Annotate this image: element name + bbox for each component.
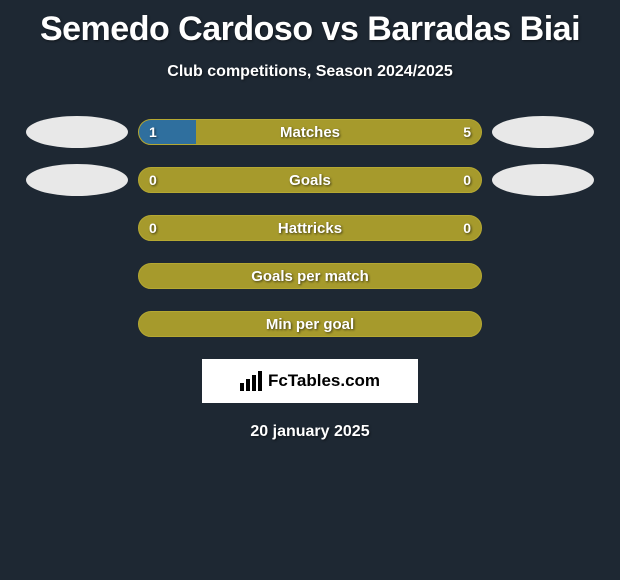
date-label: 20 january 2025 — [0, 423, 620, 441]
page-title: Semedo Cardoso vs Barradas Biai — [0, 0, 620, 49]
stat-bar: Hattricks0 0 — [138, 215, 482, 241]
player-right-ellipse — [492, 116, 594, 148]
stat-row: Min per goal — [0, 311, 620, 337]
stat-value-right: 0 — [463, 216, 471, 240]
stat-row: Hattricks0 0 — [0, 215, 620, 241]
player-left-photo-slot — [22, 216, 132, 240]
stat-bar: Min per goal — [138, 311, 482, 337]
stat-row: Matches15 — [0, 119, 620, 145]
player-right-photo-slot — [488, 216, 598, 240]
player-left-photo-slot — [22, 120, 132, 144]
stat-row: Goals0 0 — [0, 167, 620, 193]
stat-label: Goals per match — [139, 264, 481, 288]
stat-bar: Matches15 — [138, 119, 482, 145]
player-right-ellipse — [492, 164, 594, 196]
player-right-photo-slot — [488, 168, 598, 192]
player-right-photo-slot — [488, 264, 598, 288]
stat-bar-right-fill — [196, 120, 481, 144]
stat-value-left: 0 — [149, 168, 157, 192]
player-right-photo-slot — [488, 120, 598, 144]
player-left-ellipse — [26, 164, 128, 196]
stat-bar: Goals0 0 — [138, 167, 482, 193]
page-subtitle: Club competitions, Season 2024/2025 — [0, 63, 620, 81]
stat-bar-left-fill — [139, 120, 196, 144]
brand-text: FcTables.com — [268, 371, 380, 391]
stat-value-right: 0 — [463, 168, 471, 192]
comparison-chart: Matches15Goals00Hattricks00Goals per mat… — [0, 119, 620, 337]
bars-icon — [240, 371, 264, 391]
stat-label: Min per goal — [139, 312, 481, 336]
player-left-photo-slot — [22, 264, 132, 288]
player-left-photo-slot — [22, 312, 132, 336]
player-left-ellipse — [26, 116, 128, 148]
stat-value-left: 0 — [149, 216, 157, 240]
stat-row: Goals per match — [0, 263, 620, 289]
stat-label: Hattricks — [139, 216, 481, 240]
stat-bar: Goals per match — [138, 263, 482, 289]
stat-label: Goals — [139, 168, 481, 192]
player-left-photo-slot — [22, 168, 132, 192]
player-right-photo-slot — [488, 312, 598, 336]
brand-logo-box: FcTables.com — [202, 359, 418, 403]
